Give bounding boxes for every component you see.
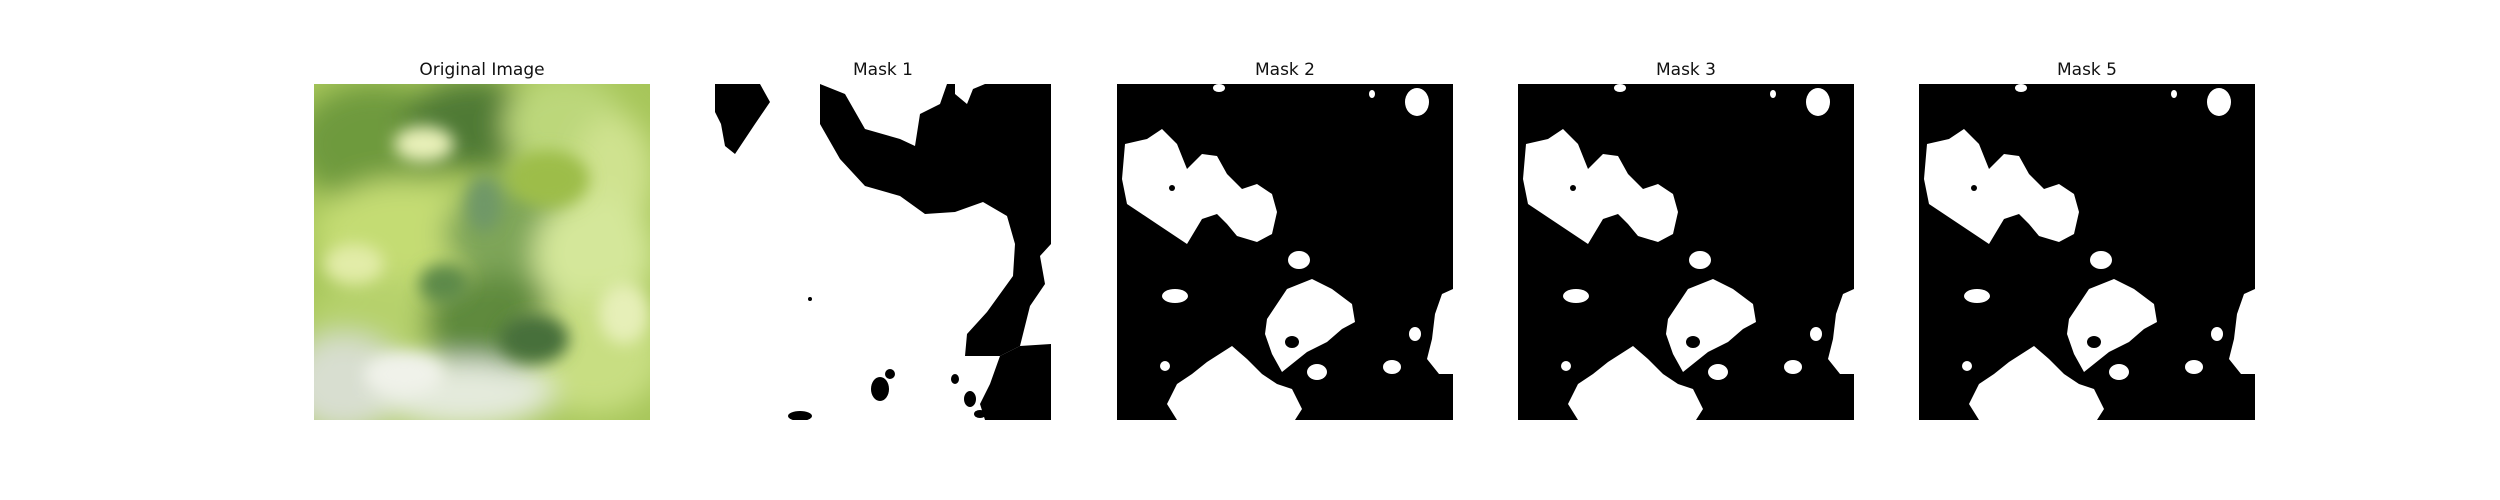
mask-5-image <box>1919 84 2255 420</box>
panel-title-original: Original Image <box>419 60 545 80</box>
mask-2-image <box>1117 84 1453 420</box>
panel-title-mask-5: Mask 5 <box>2056 60 2117 80</box>
mask-1-image <box>715 84 1051 420</box>
original-image <box>314 84 650 420</box>
panel-title-mask-3: Mask 3 <box>1655 60 1716 80</box>
panel-title-mask-1: Mask 1 <box>852 60 913 80</box>
panel-title-mask-2: Mask 2 <box>1254 60 1315 80</box>
mask-3-image <box>1518 84 1854 420</box>
